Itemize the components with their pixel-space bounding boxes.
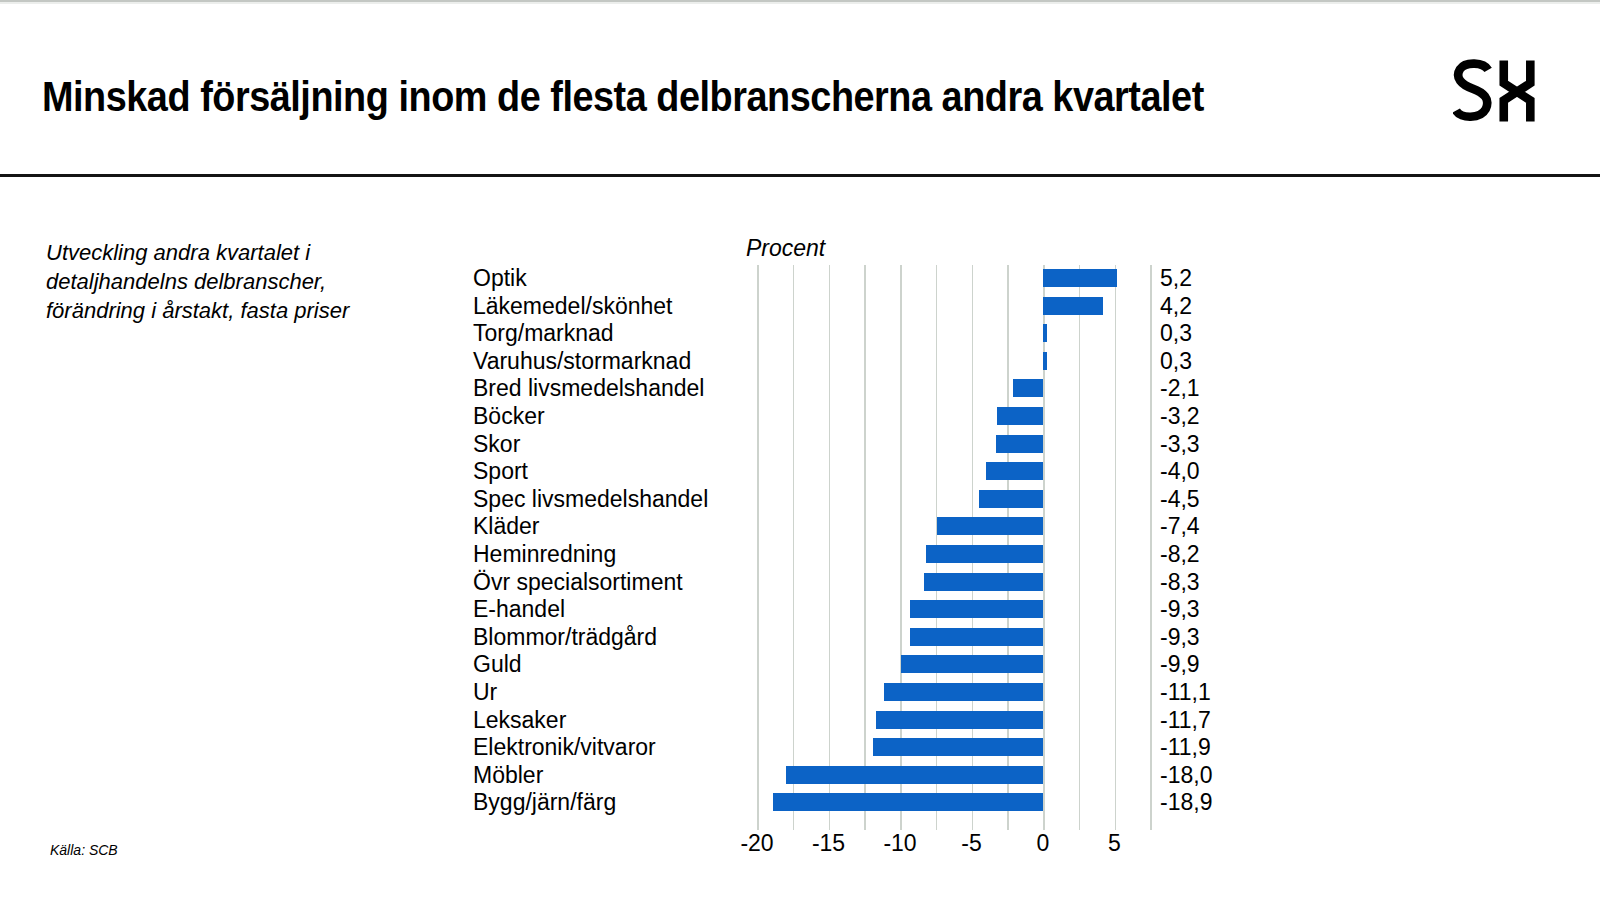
svensk-handel-logo	[1453, 52, 1535, 130]
value-label: -11,9	[1160, 733, 1211, 761]
category-label: Leksaker	[473, 706, 566, 734]
header-divider	[0, 174, 1600, 177]
value-label: 0,3	[1160, 319, 1192, 347]
value-label: -11,1	[1160, 678, 1211, 706]
bar	[910, 600, 1043, 618]
value-label: -4,0	[1160, 457, 1200, 485]
bar	[1043, 269, 1117, 287]
category-label: Heminredning	[473, 540, 616, 568]
gridline	[757, 265, 759, 830]
value-label: -3,3	[1160, 430, 1200, 458]
bar	[884, 683, 1043, 701]
bar	[986, 462, 1043, 480]
logo-letter-s	[1456, 64, 1488, 117]
top-border	[0, 0, 1600, 4]
value-label: 5,2	[1160, 264, 1192, 292]
bar	[1043, 324, 1047, 342]
category-label: Sport	[473, 457, 528, 485]
x-tick-label: 5	[1070, 830, 1160, 856]
category-label: Torg/marknad	[473, 319, 614, 347]
category-label: Kläder	[473, 512, 539, 540]
bar	[876, 711, 1043, 729]
bar	[773, 793, 1043, 811]
value-label: -9,3	[1160, 623, 1200, 651]
bar	[937, 517, 1043, 535]
gridline	[1079, 265, 1081, 830]
value-label: -9,3	[1160, 595, 1200, 623]
slide: Minskad försäljning inom de flesta delbr…	[0, 0, 1600, 900]
gridline	[864, 265, 866, 830]
category-label: Varuhus/stormarknad	[473, 347, 691, 375]
category-label: Bred livsmedelshandel	[473, 374, 704, 402]
gridline	[1115, 265, 1117, 830]
value-label: -9,9	[1160, 650, 1200, 678]
value-label: -8,2	[1160, 540, 1200, 568]
category-label: Optik	[473, 264, 527, 292]
source-label: Källa: SCB	[50, 842, 118, 858]
category-label: Guld	[473, 650, 522, 678]
axis-unit-label: Procent	[746, 234, 825, 262]
bar	[1013, 379, 1043, 397]
plot-area	[757, 265, 1151, 830]
category-label: E-handel	[473, 595, 565, 623]
category-label: Elektronik/vitvaror	[473, 733, 656, 761]
category-label: Blommor/trädgård	[473, 623, 657, 651]
bar	[924, 573, 1043, 591]
category-label: Skor	[473, 430, 520, 458]
category-label: Övr specialsortiment	[473, 568, 683, 596]
bar	[926, 545, 1043, 563]
value-label: 4,2	[1160, 292, 1192, 320]
bar	[786, 766, 1043, 784]
bar	[910, 628, 1043, 646]
category-label: Spec livsmedelshandel	[473, 485, 708, 513]
gridline	[793, 265, 795, 830]
gridline	[829, 265, 831, 830]
value-label: -18,0	[1160, 761, 1212, 789]
chart-subtitle: Utveckling andra kvartalet i detaljhande…	[46, 238, 398, 325]
bar	[997, 407, 1043, 425]
bar	[901, 655, 1043, 673]
value-label: -3,2	[1160, 402, 1200, 430]
bar	[873, 738, 1043, 756]
category-label: Böcker	[473, 402, 545, 430]
category-label: Ur	[473, 678, 497, 706]
page-title: Minskad försäljning inom de flesta delbr…	[42, 75, 1204, 119]
bar	[996, 435, 1043, 453]
value-label: -2,1	[1160, 374, 1200, 402]
category-label: Möbler	[473, 761, 543, 789]
category-label: Läkemedel/skönhet	[473, 292, 672, 320]
gridline	[1043, 265, 1045, 830]
bar	[1043, 297, 1103, 315]
gridline	[1150, 265, 1152, 830]
bar	[979, 490, 1043, 508]
value-label: -8,3	[1160, 568, 1200, 596]
category-label: Bygg/järn/färg	[473, 788, 616, 816]
value-label: -18,9	[1160, 788, 1212, 816]
bar	[1043, 352, 1047, 370]
value-label: -7,4	[1160, 512, 1200, 540]
value-label: -4,5	[1160, 485, 1200, 513]
value-label: -11,7	[1160, 706, 1211, 734]
value-label: 0,3	[1160, 347, 1192, 375]
